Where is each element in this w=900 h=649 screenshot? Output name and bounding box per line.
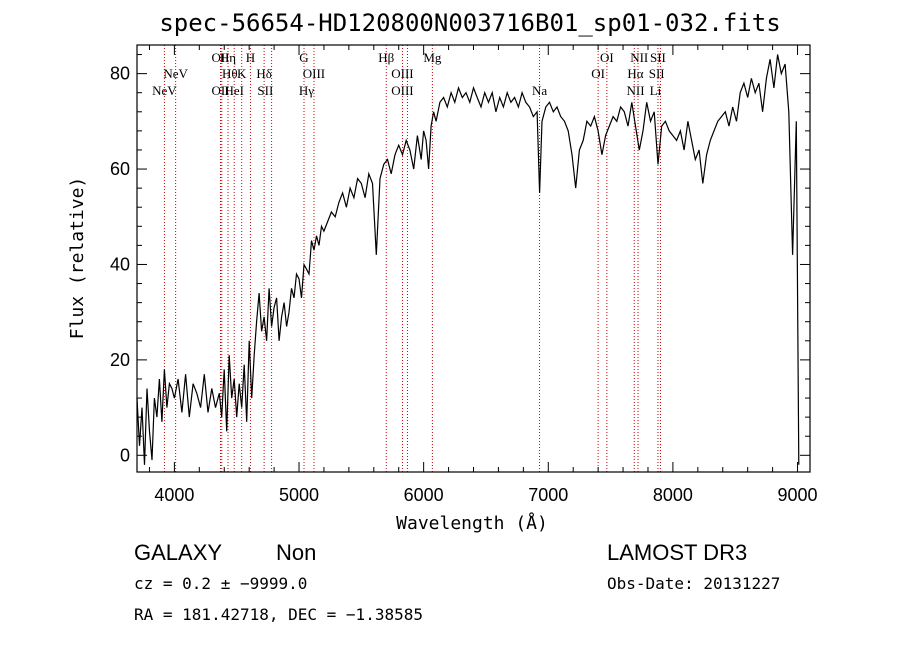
spectral-line-markers: [163, 45, 661, 472]
chart-title: spec-56654-HD120800N003716B01_sp01-032.f…: [159, 9, 780, 37]
line-marker-label: G: [299, 50, 308, 65]
line-marker-label: Hγ: [299, 83, 314, 98]
line-marker-label: Hβ: [378, 50, 394, 65]
x-tick-label: 4000: [154, 485, 194, 505]
line-marker-label: OIII: [303, 66, 325, 81]
spectrum-line: [136, 54, 800, 465]
line-marker-label: Hη: [220, 50, 236, 65]
line-marker-label: SII: [650, 50, 666, 65]
object-class: GALAXY: [134, 540, 222, 565]
line-marker-label: NeV: [152, 83, 177, 98]
line-marker-label: Mg: [423, 50, 442, 65]
line-marker-label: HeI: [224, 83, 244, 98]
x-tick-label: 5000: [279, 485, 319, 505]
line-marker-label: OII: [211, 83, 229, 98]
line-marker-label: SII: [257, 83, 273, 98]
line-marker-label: Hθ: [222, 66, 238, 81]
line-marker-label: NII: [626, 83, 644, 98]
y-tick-label: 40: [110, 254, 130, 274]
line-marker-label: Hδ: [256, 66, 272, 81]
x-tick-label: 9000: [778, 485, 818, 505]
y-tick-label: 80: [110, 64, 130, 84]
obs-date: Obs-Date: 20131227: [607, 574, 780, 593]
x-tick-label: 7000: [528, 485, 568, 505]
line-marker-label: NeV: [163, 66, 188, 81]
radec-line: RA = 181.42718, DEC = −1.38585: [134, 605, 423, 624]
line-marker-label: Li: [650, 83, 662, 98]
x-axis-ticks: 4000 5000 6000 7000 8000 9000: [148, 45, 818, 505]
y-tick-label: 0: [120, 445, 130, 465]
line-marker-label: K: [237, 66, 247, 81]
y-axis-ticks: 0 20 40 60 80: [110, 54, 810, 465]
y-tick-label: 60: [110, 159, 130, 179]
line-marker-label: OIII: [391, 83, 413, 98]
x-tick-label: 6000: [404, 485, 444, 505]
line-marker-label: Hα: [627, 66, 643, 81]
line-marker-label: OIII: [391, 66, 413, 81]
x-axis-label: Wavelength (Å): [396, 512, 548, 534]
object-subclass: Non: [276, 540, 316, 565]
line-marker-label: H: [246, 50, 255, 65]
redshift-line: cz = 0.2 ± −9999.0: [134, 574, 307, 593]
plot-area: NeVNeVOIIOIIHηHθHeIKHHδSIIGOIIIHγHβOIIIO…: [110, 44, 818, 505]
line-marker-label: NII: [630, 50, 648, 65]
line-marker-label: SII: [649, 66, 665, 81]
line-marker-label: OI: [591, 66, 605, 81]
y-tick-label: 20: [110, 350, 130, 370]
line-marker-label: Na: [532, 83, 547, 98]
line-marker-label: OII: [211, 50, 229, 65]
x-tick-label: 8000: [653, 485, 693, 505]
y-axis-label: Flux (relative): [67, 177, 88, 340]
line-marker-label: OI: [600, 50, 614, 65]
spectral-line-labels: NeVNeVOIIOIIHηHθHeIKHHδSIIGOIIIHγHβOIIIO…: [152, 50, 666, 98]
survey-name: LAMOST DR3: [607, 540, 747, 565]
